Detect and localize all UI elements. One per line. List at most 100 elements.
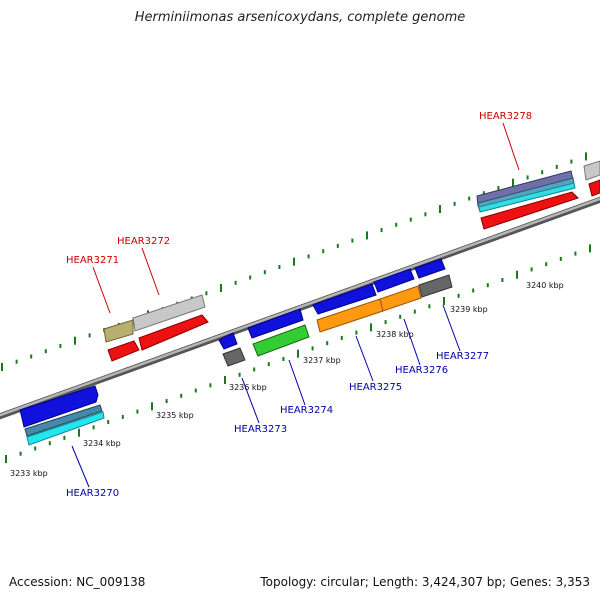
tick-mark — [453, 201, 456, 206]
lower-tick-track — [5, 244, 591, 463]
tick-mark — [19, 451, 22, 456]
tick-mark — [1, 363, 3, 371]
gene-arrow-HEAR3273-blue[interactable] — [218, 332, 238, 350]
tick-mark — [486, 283, 489, 288]
leader-HEAR3270 — [71, 445, 90, 488]
tick-mark — [351, 238, 354, 243]
gene-arrow-red-3[interactable] — [480, 191, 579, 230]
tick-mark — [516, 270, 518, 279]
gene-block-edge-grey[interactable] — [583, 160, 600, 181]
tick-mark — [107, 420, 110, 425]
leader-HEAR3271 — [92, 266, 111, 314]
tick-mark — [220, 284, 222, 292]
tick-mark — [574, 251, 577, 256]
gene-arrow-HEAR3274-green[interactable] — [252, 324, 310, 357]
tick-mark — [322, 249, 325, 254]
gene-arrow-HEAR3276-orange[interactable] — [379, 285, 422, 312]
tick-mark — [439, 205, 441, 213]
gene-arrow-HEAR3276-blue[interactable] — [373, 268, 415, 293]
tick-mark — [380, 228, 383, 233]
tick-mark — [424, 212, 427, 217]
tick-mark — [559, 256, 562, 261]
gene-arrow-HEAR3275-blue[interactable] — [312, 283, 377, 315]
gene-arrow-HEAR3270-steel[interactable] — [24, 404, 103, 437]
kbp-label-3240: 3240 kbp — [526, 281, 564, 290]
tick-mark — [326, 341, 329, 346]
tick-mark — [92, 425, 95, 430]
gene-arrow-HEAR3277-blue[interactable] — [414, 258, 446, 279]
tick-mark — [238, 372, 241, 377]
reverse-strand-genes — [19, 258, 453, 446]
genome-backbone — [0, 196, 600, 420]
leader-HEAR3273 — [241, 377, 260, 424]
topology-text: Topology: circular; Length: 3,424,307 bp… — [260, 575, 590, 589]
tick-mark — [530, 267, 533, 272]
tick-mark — [180, 393, 183, 398]
tick-mark — [340, 335, 343, 340]
tick-mark — [293, 257, 295, 266]
tick-mark — [355, 330, 358, 335]
gene-arrow-HEAR3270-blue[interactable] — [19, 385, 99, 428]
tick-mark — [74, 336, 76, 345]
tick-mark — [48, 441, 51, 446]
tick-mark — [428, 304, 431, 309]
gene-label-HEAR3277[interactable]: HEAR3277 — [436, 351, 489, 362]
gene-label-HEAR3273[interactable]: HEAR3273 — [234, 424, 287, 435]
gene-label-HEAR3276[interactable]: HEAR3276 — [395, 365, 448, 376]
gene-label-HEAR3274[interactable]: HEAR3274 — [280, 405, 333, 416]
gene-arrow-HEAR3270-cyan[interactable] — [26, 411, 105, 446]
gene-name-labels: HEAR3270 HEAR3271 HEAR3272 HEAR3273 HEAR… — [66, 111, 532, 499]
leader-HEAR3272 — [141, 247, 160, 296]
gene-arrow-HEAR3273-grey[interactable] — [222, 347, 246, 367]
tick-mark — [59, 343, 62, 348]
gene-block-HEAR3278[interactable] — [476, 170, 576, 213]
tick-mark — [121, 414, 124, 419]
tick-mark — [278, 265, 281, 269]
gene-label-HEAR3270[interactable]: HEAR3270 — [66, 488, 119, 499]
tick-mark — [541, 170, 544, 175]
gene-block-HEAR3272[interactable] — [132, 294, 206, 332]
tick-mark — [468, 196, 471, 201]
tick-mark — [555, 164, 558, 169]
gene-label-HEAR3278[interactable]: HEAR3278 — [479, 111, 532, 122]
tick-mark — [30, 354, 33, 359]
tick-mark — [15, 359, 18, 364]
kbp-scale-labels: 3233 kbp 3234 kbp 3235 kbp 3236 kbp 3237… — [10, 281, 564, 478]
tick-mark — [370, 323, 372, 332]
tick-mark — [482, 191, 485, 196]
gene-arrow-red-edge[interactable] — [588, 179, 600, 197]
gene-arrow-red-1[interactable] — [107, 340, 140, 362]
tick-mark — [311, 346, 314, 351]
gene-arrow-HEAR3274-blue[interactable] — [247, 308, 304, 339]
tick-mark — [88, 333, 91, 338]
gene-arrow-HEAR3277-grey[interactable] — [418, 274, 453, 298]
kbp-label-3239: 3239 kbp — [450, 305, 488, 314]
tick-mark — [44, 349, 47, 354]
gene-label-HEAR3271[interactable]: HEAR3271 — [66, 255, 119, 266]
leader-HEAR3277 — [442, 304, 461, 352]
tick-mark — [409, 217, 412, 222]
gene-label-HEAR3272[interactable]: HEAR3272 — [117, 236, 170, 247]
tick-mark — [457, 293, 460, 298]
tick-mark — [395, 222, 398, 227]
kbp-label-3234: 3234 kbp — [83, 439, 121, 448]
kbp-label-3238: 3238 kbp — [376, 330, 414, 339]
gene-arrow-red-2[interactable] — [138, 314, 209, 351]
leader-HEAR3276 — [403, 318, 421, 366]
tick-mark — [307, 254, 310, 259]
tick-mark — [234, 280, 237, 285]
tick-mark — [443, 297, 445, 305]
tick-mark — [194, 388, 197, 393]
gene-label-HEAR3275[interactable]: HEAR3275 — [349, 382, 402, 393]
leader-HEAR3275 — [355, 335, 374, 382]
tick-mark — [497, 186, 500, 190]
tick-mark — [151, 402, 153, 411]
tick-mark — [570, 159, 573, 164]
tick-mark — [165, 399, 168, 404]
gene-block-HEAR3271[interactable] — [103, 319, 134, 343]
tick-mark — [384, 320, 387, 325]
map-title: Herminiimonas arsenicoxydans, complete g… — [134, 10, 466, 25]
tick-mark — [399, 314, 402, 319]
tick-mark — [34, 446, 37, 451]
